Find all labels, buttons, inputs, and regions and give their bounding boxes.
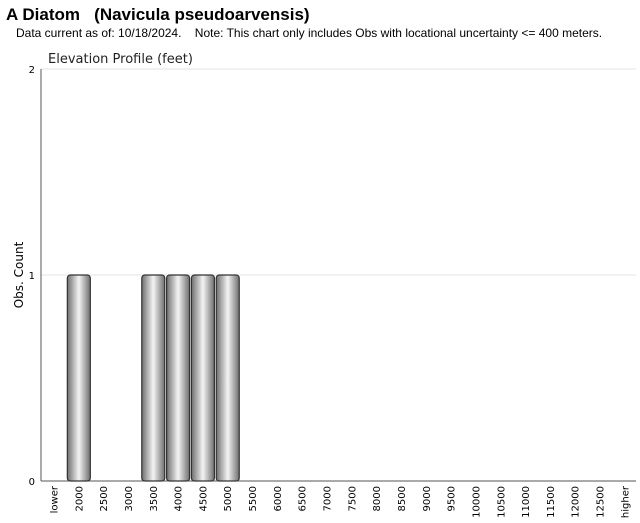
- x-tick-label: 10000: [471, 486, 482, 518]
- x-tick-label: 3000: [124, 486, 135, 511]
- y-axis-label: Obs. Count: [12, 241, 26, 308]
- x-tick-label: 5000: [223, 486, 234, 511]
- x-tick-label: 8000: [372, 486, 383, 511]
- x-tick-label: 12000: [571, 486, 582, 518]
- x-tick-label: 9500: [447, 486, 458, 511]
- x-tick-label: 3500: [149, 486, 160, 511]
- page-title: A Diatom (Navicula pseudoarvensis): [6, 5, 310, 24]
- chart-title: Elevation Profile (feet): [48, 52, 193, 67]
- x-tick-label: 5500: [248, 486, 259, 511]
- axes: [40, 69, 636, 482]
- x-tick-label: 11500: [546, 486, 557, 518]
- x-tick-label: 2500: [99, 486, 110, 511]
- y-tick-label: 2: [29, 65, 35, 76]
- bar-4500: [190, 274, 216, 482]
- x-tick-label: higher: [620, 485, 631, 518]
- data-note: Data current as of: 10/18/2024. Note: Th…: [16, 26, 603, 40]
- x-tick-label: 4500: [198, 486, 209, 511]
- x-tick-label: 7000: [323, 486, 334, 511]
- x-tick-label: 8500: [397, 486, 408, 511]
- x-tick-label: 7500: [347, 486, 358, 511]
- x-tick-label: lower: [50, 485, 61, 513]
- x-tick-label: 12500: [596, 486, 607, 518]
- y-tick-label: 0: [29, 477, 35, 488]
- bar-3500: [141, 274, 166, 482]
- bar-4000: [166, 274, 191, 482]
- x-tick-labels: lower 2000 2500 3000 3500 4000 4500 5000 5500 600…: [50, 485, 632, 518]
- x-tick-label: 9000: [422, 486, 433, 511]
- bar-5000: [215, 274, 240, 482]
- bar-2000: [66, 274, 91, 482]
- x-tick-label: 10500: [496, 486, 507, 518]
- grid-lines: [41, 68, 636, 276]
- x-tick-label: 6500: [298, 486, 309, 511]
- x-tick-label: 6000: [273, 486, 284, 511]
- x-tick-label: 4000: [174, 486, 185, 511]
- x-tick-label: 11000: [521, 486, 532, 518]
- y-tick-label: 1: [29, 271, 35, 282]
- y-tick-labels: 0 1 2: [29, 65, 35, 488]
- bars: [66, 274, 240, 482]
- x-tick-label: 2000: [74, 486, 85, 511]
